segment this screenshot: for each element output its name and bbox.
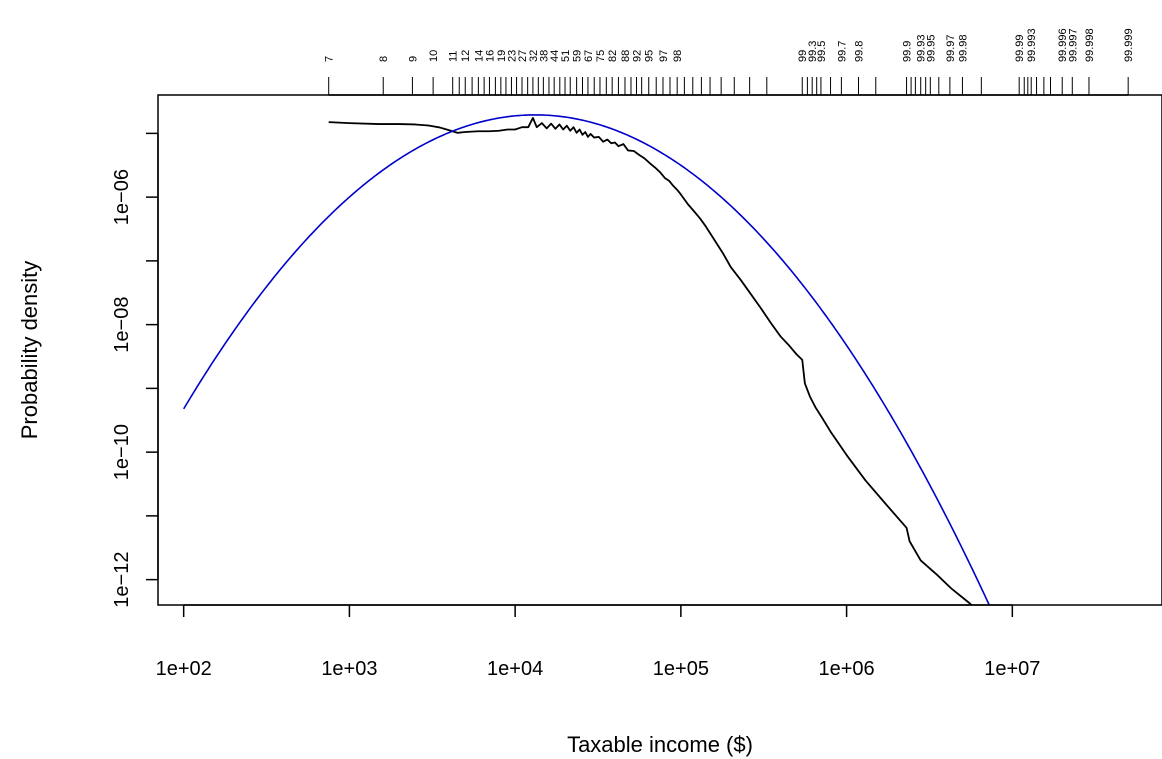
top-axis-label: 99 xyxy=(797,50,809,62)
y-tick-label: 1e−08 xyxy=(111,297,133,353)
top-axis-label: 99.97 xyxy=(945,34,957,62)
top-axis-label: 27 xyxy=(517,50,529,62)
fitted-series-line xyxy=(182,114,991,605)
plot-marks xyxy=(182,114,991,605)
top-axis-label: 99.7 xyxy=(836,41,848,62)
top-axis-label: 99.95 xyxy=(925,34,937,62)
top-axis-label: 99.996 xyxy=(1057,28,1069,62)
top-axis-label: 10 xyxy=(428,50,440,62)
top-axis-label: 32 xyxy=(528,50,540,62)
top-axis-label: 99.5 xyxy=(816,41,828,62)
top-axis-label: 99.998 xyxy=(1084,28,1096,62)
y-tick-label: 1e−12 xyxy=(111,552,133,608)
x-tick-label: 1e+07 xyxy=(984,658,1040,680)
top-axis-label: 16 xyxy=(484,50,496,62)
top-axis-label: 44 xyxy=(549,50,561,62)
x-tick-label: 1e+06 xyxy=(819,658,875,680)
top-axis-label: 75 xyxy=(595,50,607,62)
x-tick-label: 1e+03 xyxy=(321,658,377,680)
top-axis-label: 12 xyxy=(460,50,472,62)
top-axis-label: 99.997 xyxy=(1067,28,1079,62)
top-axis-label: 19 xyxy=(496,50,508,62)
top-axis-label: 99.93 xyxy=(916,34,928,62)
top-axis-label: 9 xyxy=(407,56,419,62)
x-tick-label: 1e+02 xyxy=(156,658,212,680)
x-axis-title: Taxable income ($) xyxy=(567,732,753,757)
top-axis-label: 92 xyxy=(632,50,644,62)
empirical-series-line xyxy=(328,116,973,605)
x-axis: 1e+02 1e+03 1e+04 1e+05 1e+06 1e+07 xyxy=(156,604,1040,680)
top-axis-label: 98 xyxy=(672,50,684,62)
top-axis-label: 97 xyxy=(658,50,670,62)
top-axis-label: 99.9 xyxy=(902,41,914,62)
top-axis-label: 88 xyxy=(620,50,632,62)
top-axis-label: 59 xyxy=(572,50,584,62)
y-axis: 1e−12 1e−10 1e−08 1e−06 xyxy=(111,132,159,608)
y-tick-label: 1e−10 xyxy=(111,424,133,480)
top-axis-label: 8 xyxy=(378,56,390,62)
top-axis-label: 38 xyxy=(538,50,550,62)
top-axis-label: 14 xyxy=(473,50,485,62)
top-axis-label: 11 xyxy=(448,51,460,62)
top-axis-label: 7 xyxy=(324,56,336,62)
top-axis-label: 99.999 xyxy=(1123,28,1135,62)
top-axis-label: 99.99 xyxy=(1014,34,1026,62)
top-axis-label: 51 xyxy=(560,50,572,62)
top-axis-label: 67 xyxy=(583,50,595,62)
y-tick-label: 1e−06 xyxy=(111,169,133,225)
x-tick-label: 1e+04 xyxy=(487,658,543,680)
top-axis-label: 95 xyxy=(644,50,656,62)
top-axis-label: 82 xyxy=(607,50,619,62)
top-axis-label: 23 xyxy=(506,50,518,62)
top-axis-label: 99.98 xyxy=(957,34,969,62)
top-axis-label: 99.3 xyxy=(807,41,819,62)
y-axis-title: Probability density xyxy=(17,261,42,440)
top-axis-label: 99.993 xyxy=(1026,28,1038,62)
x-tick-label: 1e+05 xyxy=(653,658,709,680)
top-axis-label: 99.8 xyxy=(854,41,866,62)
